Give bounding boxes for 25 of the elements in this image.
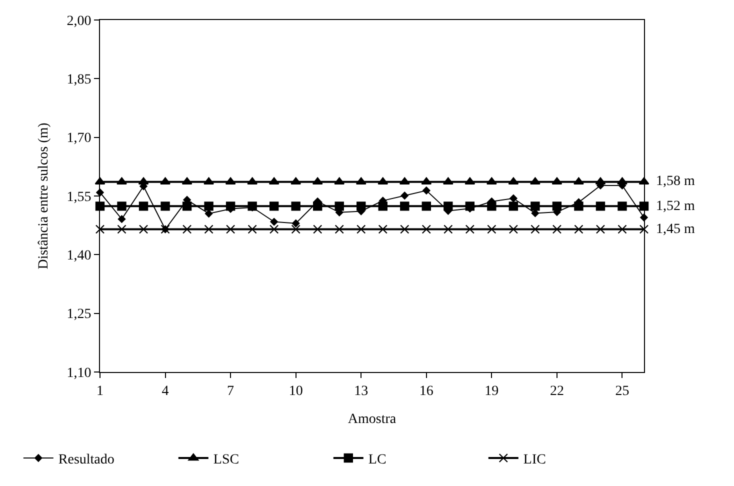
legend-label: LSC bbox=[213, 452, 240, 468]
legend-label: LIC bbox=[523, 452, 546, 468]
text: 1,45 m bbox=[656, 222, 695, 237]
x-tick-label: 19 bbox=[484, 384, 499, 399]
text: 1,58 m bbox=[656, 174, 695, 189]
x-tick-label: 25 bbox=[615, 384, 630, 399]
x-tick-label: 10 bbox=[288, 384, 303, 399]
y-tick-label: 1,70 bbox=[66, 131, 92, 146]
x-tick-label: 22 bbox=[550, 384, 564, 399]
x-tick-label: 16 bbox=[419, 384, 434, 399]
legend-label: Resultado bbox=[58, 452, 114, 468]
y-tick-label: 1,85 bbox=[66, 72, 92, 88]
x-tick-label: 13 bbox=[354, 384, 368, 399]
legend-label: LC bbox=[368, 452, 386, 468]
x-tick-label: 4 bbox=[162, 384, 169, 399]
x-axis-title: Amostra bbox=[348, 412, 397, 428]
y-tick-label: 2,00 bbox=[66, 14, 92, 29]
y-tick-label: 1,55 bbox=[66, 190, 92, 205]
x-tick-label: 7 bbox=[227, 384, 234, 399]
y-tick-label: 1,25 bbox=[66, 307, 92, 322]
x-tick-label: 1 bbox=[96, 384, 104, 399]
y-tick-label: 1,10 bbox=[66, 366, 92, 381]
y-axis-title: Distância entre sulcos (m) bbox=[36, 122, 52, 270]
text: 1,52 m bbox=[656, 199, 695, 214]
y-tick-label: 1,40 bbox=[66, 248, 92, 264]
